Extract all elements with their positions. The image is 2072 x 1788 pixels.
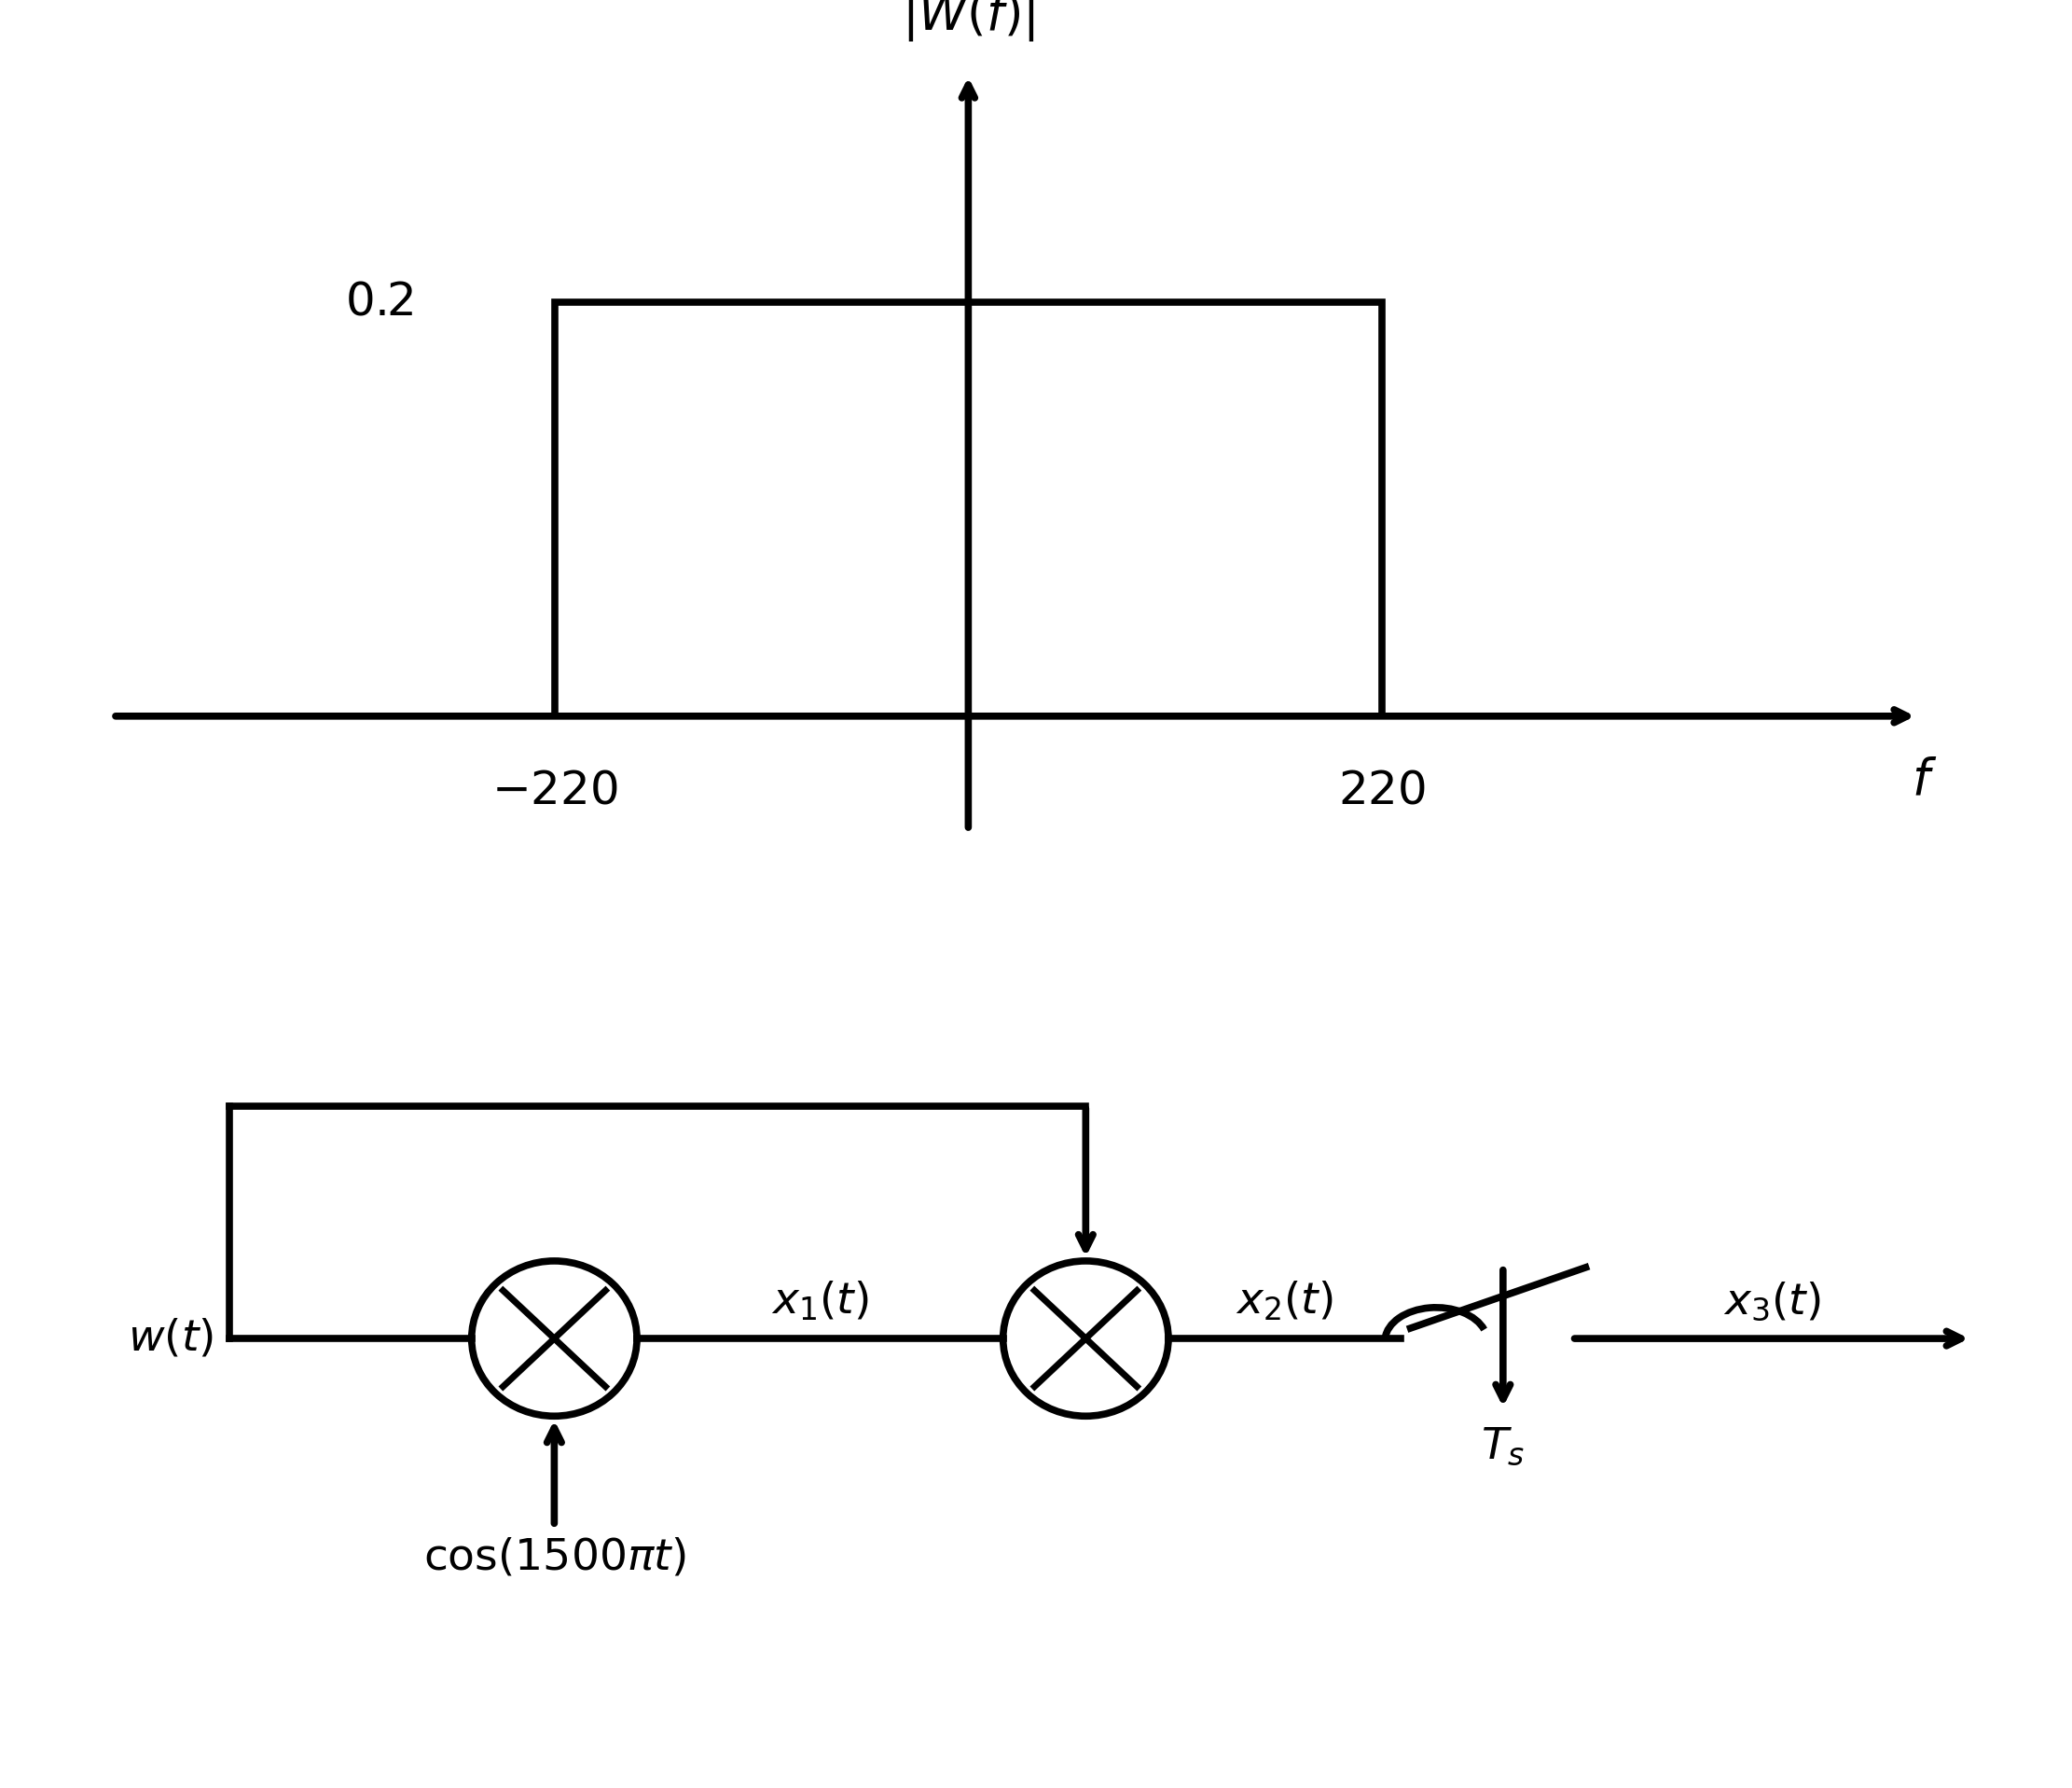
Text: $w(t)$: $w(t)$ xyxy=(128,1318,213,1359)
Text: $-220$: $-220$ xyxy=(491,767,617,814)
Text: $\cos(1500\pi t)$: $\cos(1500\pi t)$ xyxy=(423,1536,686,1579)
Text: $220$: $220$ xyxy=(1339,767,1426,814)
Text: $x_1(t)$: $x_1(t)$ xyxy=(771,1280,868,1323)
Text: $x_3(t)$: $x_3(t)$ xyxy=(1722,1280,1821,1323)
Text: $|W(f)|$: $|W(f)|$ xyxy=(901,0,1034,43)
Text: $T_s$: $T_s$ xyxy=(1481,1425,1525,1468)
Text: $f$: $f$ xyxy=(1912,758,1937,805)
Text: $x_2(t)$: $x_2(t)$ xyxy=(1235,1280,1334,1323)
Text: $0.2$: $0.2$ xyxy=(346,279,414,325)
